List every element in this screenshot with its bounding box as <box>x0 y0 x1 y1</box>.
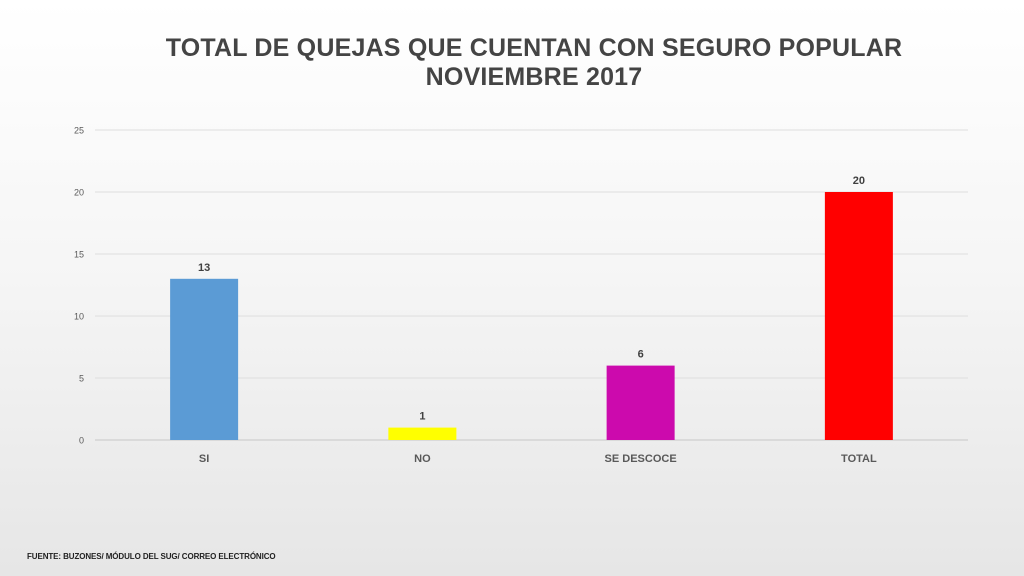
x-tick-label: NO <box>414 453 431 465</box>
y-tick-label: 10 <box>74 312 84 322</box>
y-tick-label: 25 <box>74 126 84 136</box>
source-footnote: FUENTE: BUZONES/ MÓDULO DEL SUG/ CORREO … <box>27 552 276 561</box>
data-label: 6 <box>638 349 644 361</box>
bar <box>170 278 239 440</box>
data-label: 13 <box>198 262 210 274</box>
y-tick-label: 5 <box>79 374 84 384</box>
x-tick-label: SE DESCOCE <box>605 453 677 465</box>
bar <box>824 192 893 440</box>
chart-title-line1: TOTAL DE QUEJAS QUE CUENTAN CON SEGURO P… <box>165 34 903 62</box>
y-tick-label: 0 <box>79 436 84 446</box>
data-label: 1 <box>419 411 425 423</box>
chart-title-line2: NOVIEMBRE 2017 <box>425 63 643 91</box>
data-label: 20 <box>853 175 865 187</box>
bar <box>388 427 457 440</box>
x-tick-label: SI <box>199 453 209 465</box>
y-tick-label: 20 <box>74 188 84 198</box>
x-tick-label: TOTAL <box>841 453 877 465</box>
bar <box>606 365 675 440</box>
y-tick-label: 15 <box>74 250 84 260</box>
